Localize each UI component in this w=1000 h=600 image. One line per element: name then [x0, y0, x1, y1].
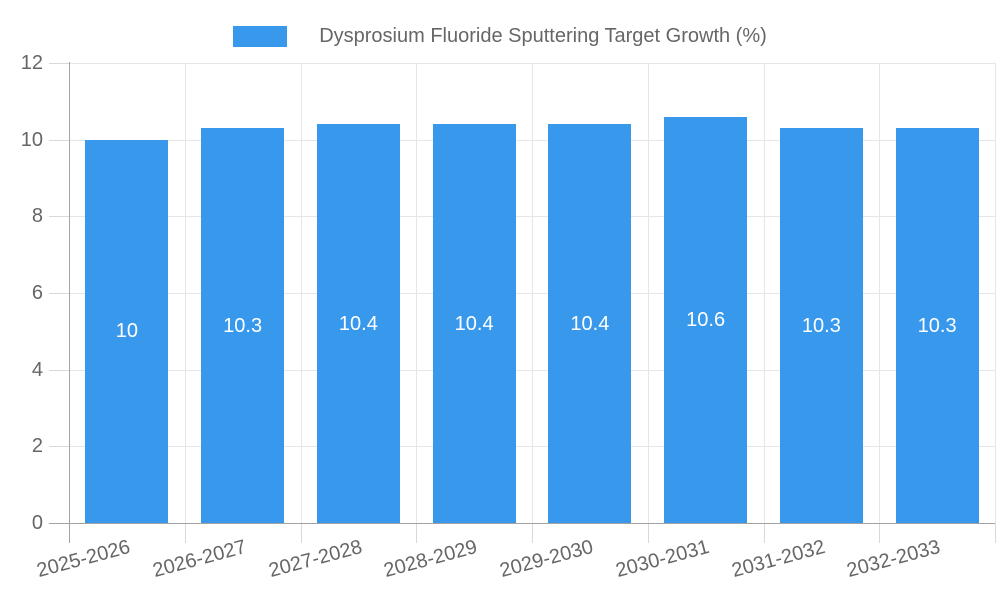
- y-axis-tick: [49, 139, 69, 141]
- x-axis-tick-label: 2025-2026: [34, 535, 133, 582]
- y-axis-tick-label: 4: [31, 358, 43, 381]
- y-axis-tick: [49, 446, 69, 448]
- x-axis-tick-label: 2031-2032: [729, 535, 828, 582]
- y-axis-tick-label: 8: [31, 205, 43, 228]
- x-axis-tick-label: 2032-2033: [844, 535, 944, 582]
- x-axis-tick: [184, 523, 186, 543]
- y-axis-tick: [49, 369, 69, 371]
- x-axis-tick: [532, 523, 533, 543]
- bar-value-label: 10.4: [454, 312, 494, 335]
- x-axis-tick-label: 2028-2029: [381, 535, 481, 582]
- gridline-vertical: [995, 63, 996, 523]
- y-axis-tick-label: 6: [31, 282, 43, 304]
- y-axis-tick-label: 2: [31, 435, 43, 458]
- x-axis-tick-label: 2026-2027: [150, 535, 249, 582]
- x-axis-tick: [300, 523, 302, 543]
- bar-value-label: 10.3: [801, 314, 841, 337]
- legend-label: Dysprosium Fluoride Sputtering Target Gr…: [319, 24, 767, 47]
- bar-value-label: 10.6: [686, 308, 726, 331]
- bar[interactable]: [316, 124, 400, 523]
- gridline-vertical: [184, 63, 186, 523]
- chart-legend[interactable]: Dysprosium Fluoride Sputtering Target Gr…: [0, 23, 1000, 49]
- bar[interactable]: [895, 128, 979, 523]
- x-axis-tick-label: 2029-2030: [497, 535, 596, 582]
- y-axis-tick-label: 0: [31, 512, 43, 534]
- y-axis-tick: [49, 293, 69, 294]
- x-axis-tick: [763, 523, 765, 543]
- x-axis-tick: [879, 523, 881, 543]
- bar[interactable]: [664, 116, 748, 523]
- x-axis-tick-label: 2030-2031: [613, 535, 712, 582]
- gridline-vertical: [300, 63, 302, 523]
- y-axis-tick-label: 12: [20, 52, 43, 74]
- y-axis-line: [69, 62, 70, 543]
- x-axis-line: [49, 523, 995, 524]
- legend-swatch-icon: [233, 25, 288, 47]
- bar[interactable]: [432, 124, 516, 523]
- bar[interactable]: [85, 139, 169, 523]
- bar-value-label: 10.3: [917, 314, 957, 337]
- gridline-vertical: [416, 63, 418, 523]
- bar-value-label: 10.4: [338, 312, 378, 335]
- bar-value-label: 10.4: [570, 312, 610, 335]
- gridline-vertical: [763, 63, 765, 523]
- gridline-vertical: [532, 63, 533, 523]
- y-axis-tick-label: 10: [20, 128, 43, 151]
- bar-value-label: 10: [115, 320, 138, 343]
- bar[interactable]: [201, 128, 285, 523]
- gridline-vertical: [879, 63, 881, 523]
- x-axis-tick-label: 2027-2028: [266, 535, 365, 582]
- bar[interactable]: [779, 128, 863, 523]
- y-axis-tick: [49, 63, 69, 64]
- x-axis-tick: [647, 523, 649, 543]
- bar[interactable]: [548, 124, 632, 523]
- gridline-vertical: [647, 63, 649, 523]
- y-axis-tick: [49, 216, 69, 218]
- x-axis-tick: [995, 523, 996, 543]
- bar-value-label: 10.3: [223, 314, 263, 337]
- x-axis-tick: [416, 523, 418, 543]
